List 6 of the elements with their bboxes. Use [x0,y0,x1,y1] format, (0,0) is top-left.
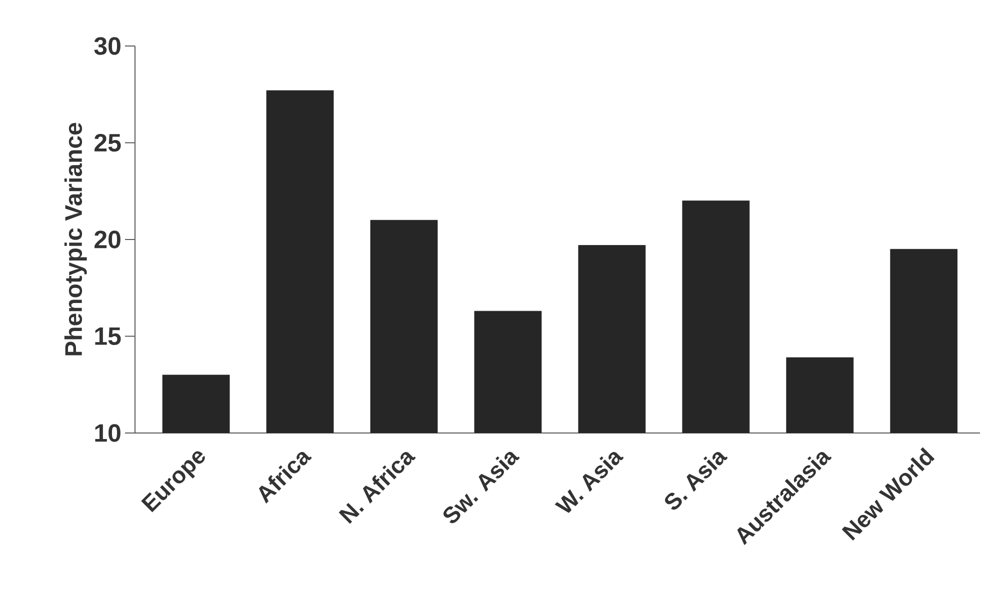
y-tick-label: 20 [94,230,120,248]
y-tick-label: 25 [94,134,121,152]
y-tick-label: 15 [95,328,121,345]
y-axis-title: Phenotypic Variance [64,122,87,356]
y-tick-label: 10 [95,424,120,442]
y-tick-label: 30 [94,37,120,55]
